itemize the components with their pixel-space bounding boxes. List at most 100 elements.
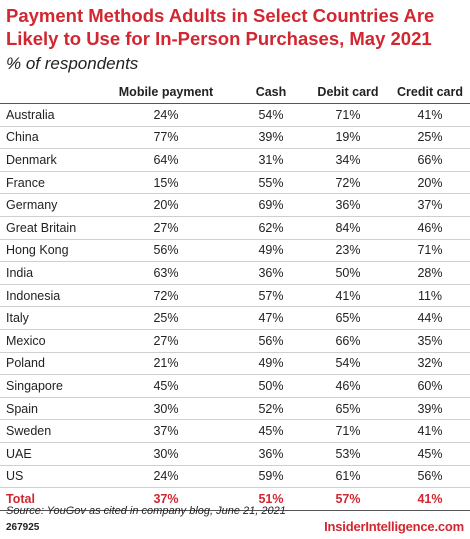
table-row: France 15% 55% 72% 20% <box>0 171 470 195</box>
cell-debit-card: 53% <box>306 442 390 466</box>
cell-country: US <box>0 465 96 489</box>
cell-country: Poland <box>0 352 96 376</box>
cell-mobile-payment: 37% <box>96 419 236 443</box>
cell-cash: 50% <box>236 374 306 398</box>
table-row: US 24% 59% 61% 56% <box>0 465 470 489</box>
table-row: Italy 25% 47% 65% 44% <box>0 306 470 330</box>
cell-country: Italy <box>0 306 96 330</box>
cell-credit-card: 11% <box>390 284 470 308</box>
table-row: Sweden 37% 45% 71% 41% <box>0 419 470 443</box>
data-table: Mobile payment Cash Debit card Credit ca… <box>0 81 470 511</box>
header-debit-card: Debit card <box>306 81 390 104</box>
cell-credit-card: 45% <box>390 442 470 466</box>
cell-credit-card: 60% <box>390 374 470 398</box>
cell-mobile-payment: 24% <box>96 103 236 127</box>
cell-cash: 45% <box>236 419 306 443</box>
cell-cash: 62% <box>236 216 306 240</box>
cell-country: France <box>0 171 96 195</box>
cell-cash: 55% <box>236 171 306 195</box>
cell-mobile-payment: 20% <box>96 193 236 217</box>
cell-mobile-payment: 27% <box>96 329 236 353</box>
header-country <box>0 81 96 104</box>
cell-credit-card: 71% <box>390 239 470 263</box>
cell-mobile-payment: 45% <box>96 374 236 398</box>
cell-country: Singapore <box>0 374 96 398</box>
cell-country: Great Britain <box>0 216 96 240</box>
table-row: Australia 24% 54% 71% 41% <box>0 103 470 127</box>
cell-country: India <box>0 261 96 285</box>
header-row: Mobile payment Cash Debit card Credit ca… <box>0 81 470 104</box>
cell-mobile-payment: 25% <box>96 306 236 330</box>
cell-debit-card: 54% <box>306 352 390 376</box>
cell-country: Sweden <box>0 419 96 443</box>
cell-mobile-payment: 30% <box>96 397 236 421</box>
cell-debit-card: 84% <box>306 216 390 240</box>
cell-debit-card: 19% <box>306 126 390 150</box>
cell-country: Indonesia <box>0 284 96 308</box>
table-body: Australia 24% 54% 71% 41% China 77% 39% 19% 25% De… <box>0 103 470 511</box>
header-mobile-payment: Mobile payment <box>96 81 236 104</box>
cell-credit-card: 66% <box>390 148 470 172</box>
total-mobile-payment: 37% <box>96 487 236 511</box>
cell-cash: 31% <box>236 148 306 172</box>
cell-credit-card: 28% <box>390 261 470 285</box>
cell-cash: 54% <box>236 103 306 127</box>
cell-credit-card: 37% <box>390 193 470 217</box>
chart-title: Payment Methods Adults in Select Countri… <box>6 5 435 49</box>
table-header: Mobile payment Cash Debit card Credit ca… <box>0 81 470 104</box>
table-row: Great Britain 27% 62% 84% 46% <box>0 216 470 240</box>
source-note: Source: YouGov as cited in company blog,… <box>6 505 286 517</box>
table-row: Denmark 64% 31% 34% 66% <box>0 148 470 172</box>
cell-debit-card: 65% <box>306 306 390 330</box>
cell-debit-card: 50% <box>306 261 390 285</box>
cell-debit-card: 46% <box>306 374 390 398</box>
cell-mobile-payment: 63% <box>96 261 236 285</box>
table-row: India 63% 36% 50% 28% <box>0 261 470 285</box>
table-row: Hong Kong 56% 49% 23% 71% <box>0 239 470 263</box>
cell-country: Mexico <box>0 329 96 353</box>
cell-credit-card: 44% <box>390 306 470 330</box>
total-row: Total 37% 51% 57% 41% <box>0 487 470 511</box>
cell-credit-card: 46% <box>390 216 470 240</box>
cell-mobile-payment: 24% <box>96 465 236 489</box>
table-row: Poland 21% 49% 54% 32% <box>0 352 470 376</box>
header-cash: Cash <box>236 81 306 104</box>
total-credit-card: 41% <box>390 487 470 511</box>
total-debit-card: 57% <box>306 487 390 511</box>
cell-mobile-payment: 15% <box>96 171 236 195</box>
cell-cash: 36% <box>236 442 306 466</box>
cell-credit-card: 35% <box>390 329 470 353</box>
cell-debit-card: 71% <box>306 103 390 127</box>
cell-debit-card: 34% <box>306 148 390 172</box>
cell-debit-card: 72% <box>306 171 390 195</box>
cell-cash: 39% <box>236 126 306 150</box>
cell-cash: 52% <box>236 397 306 421</box>
cell-debit-card: 71% <box>306 419 390 443</box>
table-row: UAE 30% 36% 53% 45% <box>0 442 470 466</box>
table-row: Spain 30% 52% 65% 39% <box>0 397 470 421</box>
cell-cash: 56% <box>236 329 306 353</box>
cell-credit-card: 20% <box>390 171 470 195</box>
table-row: Indonesia 72% 57% 41% 11% <box>0 284 470 308</box>
table-row: Mexico 27% 56% 66% 35% <box>0 329 470 353</box>
table-row: Germany 20% 69% 36% 37% <box>0 193 470 217</box>
cell-debit-card: 65% <box>306 397 390 421</box>
cell-credit-card: 32% <box>390 352 470 376</box>
cell-mobile-payment: 27% <box>96 216 236 240</box>
cell-cash: 47% <box>236 306 306 330</box>
cell-mobile-payment: 64% <box>96 148 236 172</box>
cell-mobile-payment: 72% <box>96 284 236 308</box>
cell-mobile-payment: 77% <box>96 126 236 150</box>
cell-cash: 49% <box>236 352 306 376</box>
cell-mobile-payment: 30% <box>96 442 236 466</box>
cell-country: China <box>0 126 96 150</box>
cell-country: Hong Kong <box>0 239 96 263</box>
cell-credit-card: 41% <box>390 419 470 443</box>
cell-country: UAE <box>0 442 96 466</box>
cell-credit-card: 41% <box>390 103 470 127</box>
cell-mobile-payment: 56% <box>96 239 236 263</box>
total-label: Total <box>0 487 96 511</box>
table-row: Singapore 45% 50% 46% 60% <box>0 374 470 398</box>
cell-credit-card: 39% <box>390 397 470 421</box>
cell-country: Spain <box>0 397 96 421</box>
